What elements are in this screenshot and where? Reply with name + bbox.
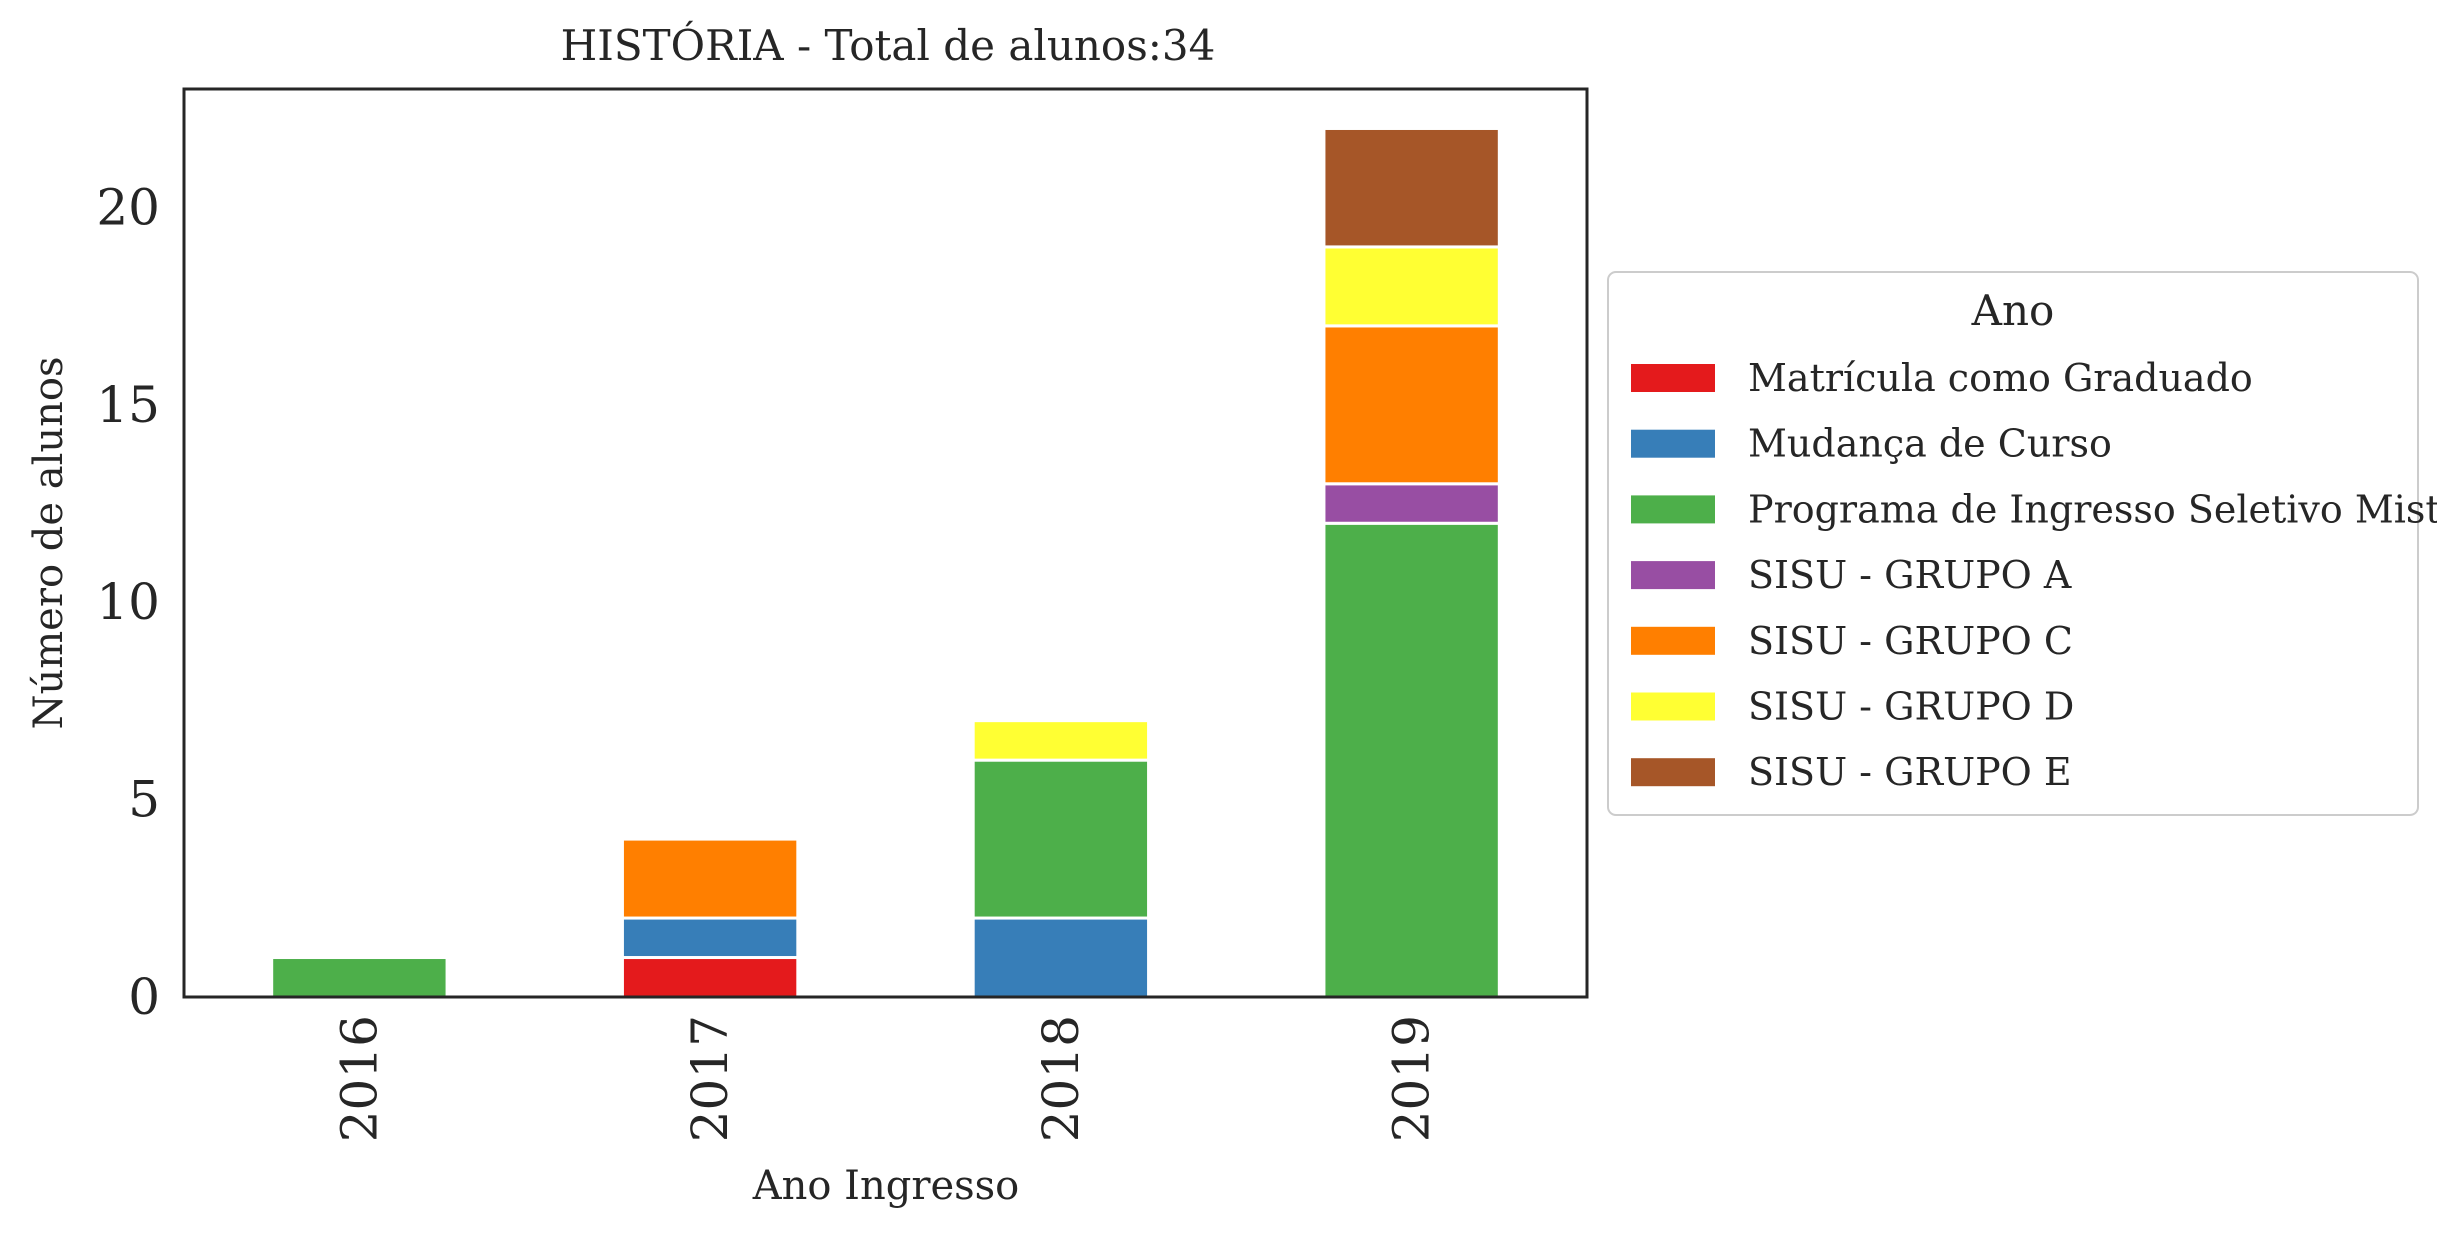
- chart-title: HISTÓRIA - Total de alunos:34: [561, 20, 1216, 70]
- legend: Ano Matrícula como Graduado Mudança de Cu…: [1607, 271, 2437, 816]
- bar-2019-series-5: [1322, 245, 1501, 328]
- legend-label: SISU - GRUPO D: [1748, 685, 2074, 729]
- y-tick-label: 15: [96, 376, 160, 434]
- y-tick-label: 20: [96, 178, 160, 236]
- bar-2019-series-4: [1322, 324, 1501, 486]
- legend-swatch: [1631, 429, 1715, 458]
- legend-label: Matrícula como Graduado: [1748, 356, 2253, 400]
- bar-2017-series-4: [620, 837, 800, 920]
- x-tick-label: 2019: [1383, 1015, 1441, 1142]
- legend-label: Programa de Ingresso Seletivo Misto: [1748, 487, 2437, 531]
- x-tick-label: 2017: [681, 1015, 739, 1142]
- legend-frame: [1607, 271, 2419, 816]
- legend-swatch: [1631, 692, 1715, 721]
- legend-label: SISU - GRUPO C: [1748, 619, 2073, 663]
- legend-items: Matrícula como Graduado Mudança de Curso P…: [1631, 356, 2437, 794]
- legend-title: Ano: [1971, 286, 2055, 335]
- bar-2018-series-1: [971, 916, 1151, 999]
- x-tick-label: 2018: [1032, 1015, 1090, 1142]
- bar-2017-series-0: [620, 956, 800, 999]
- bar-2019-series-6: [1322, 126, 1501, 249]
- bar-2018-series-2: [971, 758, 1151, 920]
- plot-frame: [182, 87, 1589, 999]
- x-axis-label: Ano Ingresso: [752, 1163, 1020, 1209]
- bar-2019-series-3: [1322, 482, 1501, 525]
- legend-swatch: [1631, 364, 1715, 392]
- bar-2018-series-5: [971, 719, 1151, 762]
- y-tick-labels: 0 5 10 15 20: [96, 178, 160, 1026]
- legend-label: SISU - GRUPO A: [1748, 553, 2072, 597]
- y-tick-label: 5: [128, 771, 160, 829]
- x-tick-label: 2016: [330, 1015, 388, 1142]
- bar-2019-series-2: [1322, 521, 1501, 999]
- y-tick-label: 10: [96, 573, 160, 631]
- legend-label: Mudança de Curso: [1748, 422, 2112, 466]
- y-tick-label: 0: [128, 968, 160, 1026]
- x-tick-labels: 2016 2017 2018 2019: [330, 1015, 1440, 1142]
- legend-swatch: [1631, 626, 1715, 655]
- legend-swatch: [1631, 758, 1715, 787]
- bars-layer: [270, 126, 1501, 999]
- bar-2017-series-1: [620, 916, 800, 960]
- y-axis-label: Número de alunos: [26, 356, 72, 729]
- legend-label: SISU - GRUPO E: [1748, 750, 2072, 794]
- bar-2016-series-2: [270, 956, 449, 999]
- legend-swatch: [1631, 561, 1715, 590]
- legend-swatch: [1631, 495, 1715, 524]
